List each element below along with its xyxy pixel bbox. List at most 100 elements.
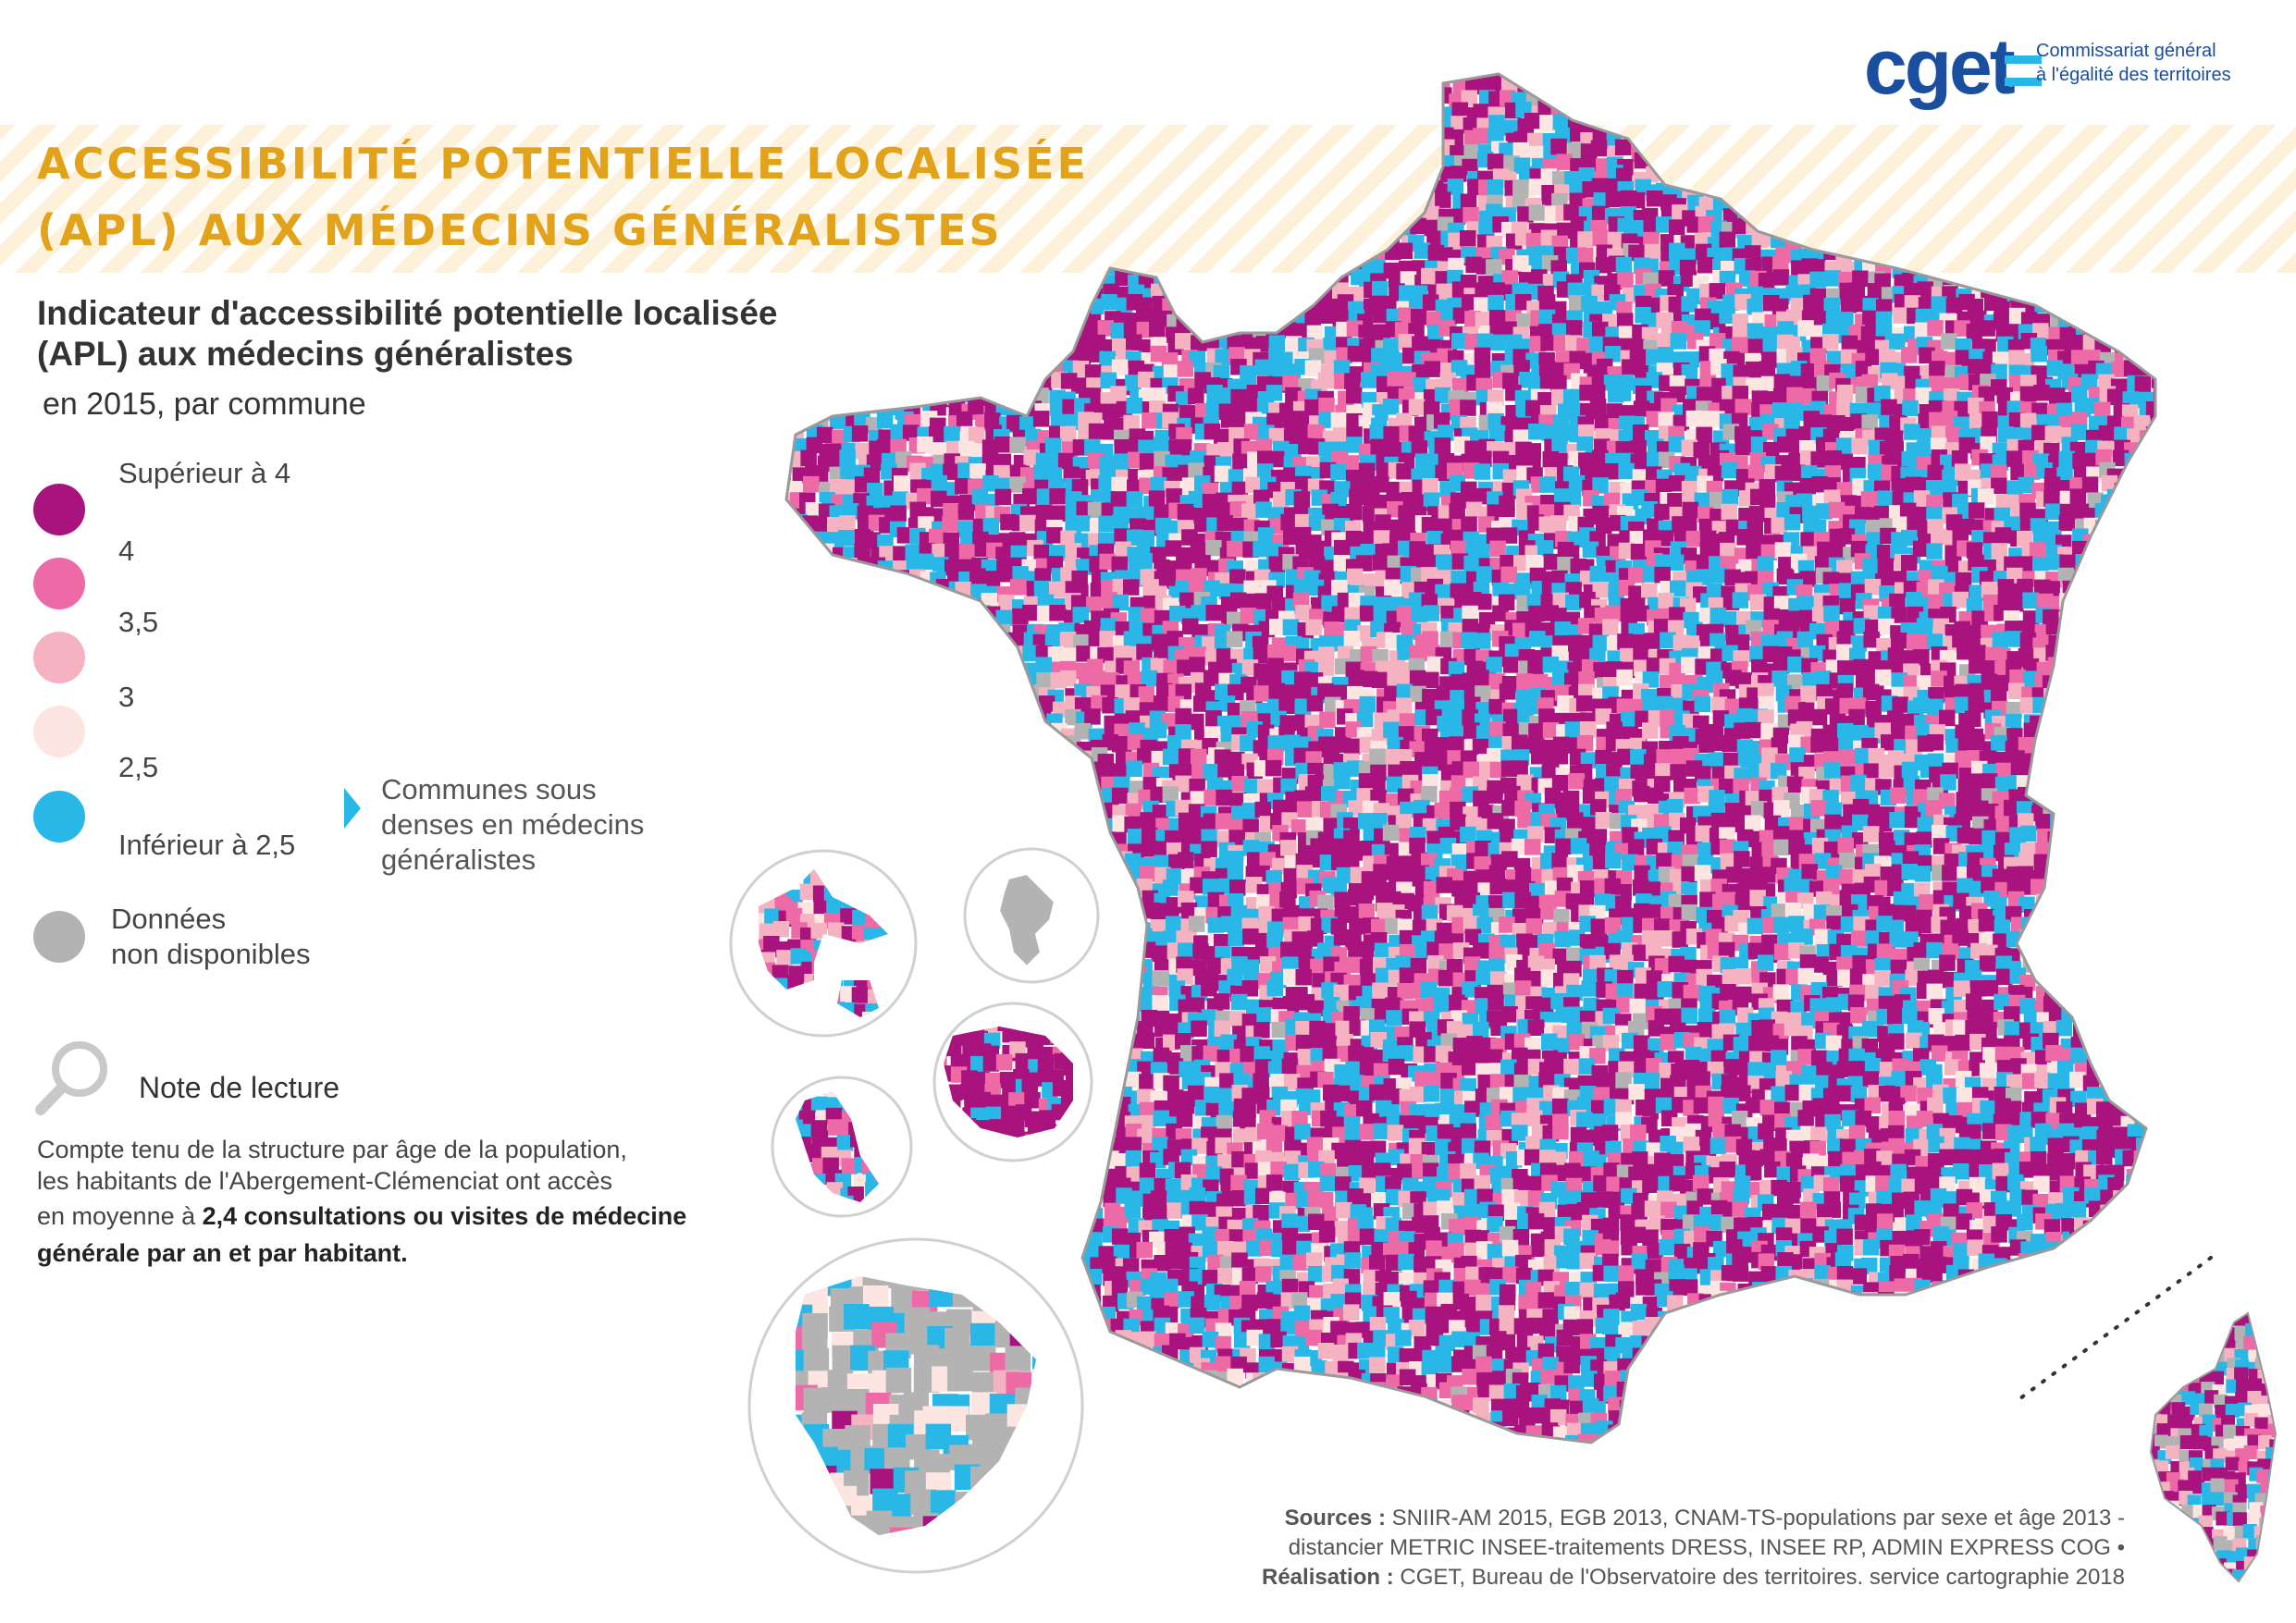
commune-cell	[807, 325, 823, 341]
commune-cell	[1944, 229, 1961, 246]
commune-cell	[996, 360, 1013, 376]
commune-cell	[921, 154, 938, 171]
commune-cell	[920, 610, 937, 627]
commune-cell	[792, 247, 809, 264]
commune-cell	[1958, 119, 1975, 137]
commune-cell	[883, 324, 899, 340]
commune-cell	[1246, 284, 1264, 301]
commune-cell	[1329, 80, 1347, 96]
commune-cell	[1166, 231, 1182, 248]
commune-cell	[840, 624, 857, 641]
commune-cell	[1011, 235, 1029, 252]
commune-cell	[1113, 234, 1129, 252]
commune-cell	[1994, 92, 2010, 108]
commune-cell	[945, 321, 962, 338]
commune-cell	[858, 74, 874, 84]
commune-cell	[986, 141, 1003, 158]
commune-cell	[1266, 269, 1283, 286]
commune-cell	[923, 584, 940, 602]
commune-cell	[1350, 191, 1366, 208]
commune-cell	[858, 77, 875, 93]
commune-cell	[2063, 609, 2080, 625]
commune-cell	[908, 312, 926, 328]
commune-cell	[2127, 74, 2143, 81]
commune-cell	[1155, 91, 1173, 107]
commune-cell	[1330, 258, 1348, 276]
commune-cell	[1581, 295, 1598, 313]
commune-cell	[2056, 244, 2074, 262]
commune-cell	[2138, 320, 2154, 338]
commune-cell	[1167, 181, 1183, 199]
commune-cell	[896, 596, 914, 614]
commune-cell	[1204, 75, 1221, 92]
commune-cell	[1037, 132, 1054, 150]
commune-cell	[858, 89, 874, 106]
commune-cell	[896, 74, 913, 80]
commune-cell	[788, 89, 805, 106]
commune-cell	[1550, 74, 1567, 92]
commune-cell	[2076, 74, 2092, 82]
commune-cell	[1425, 76, 1442, 92]
commune-cell	[1149, 261, 1167, 277]
commune-cell	[955, 125, 972, 142]
commune-cell	[1074, 515, 1091, 532]
commune-cell	[1167, 243, 1184, 260]
commune-cell	[968, 350, 984, 367]
commune-cell	[2068, 334, 2086, 351]
commune-cell	[2008, 244, 2025, 261]
commune-cell	[1033, 256, 1050, 274]
commune-cell	[2010, 271, 2028, 288]
commune-cell	[803, 545, 820, 561]
commune-cell	[799, 287, 816, 303]
commune-cell	[829, 275, 846, 291]
commune-cell	[815, 143, 833, 160]
commune-cell	[1037, 103, 1055, 119]
commune-cell	[994, 436, 1011, 453]
commune-cell	[1203, 309, 1219, 326]
commune-cell	[2095, 103, 2112, 120]
commune-cell	[895, 142, 912, 159]
commune-cell	[1801, 230, 1818, 247]
commune-cell	[884, 180, 901, 198]
commune-cell	[2112, 158, 2129, 176]
commune-cell	[883, 89, 899, 105]
commune-cell	[1165, 79, 1182, 95]
commune-cell	[818, 224, 834, 240]
commune-cell	[2110, 180, 2127, 198]
commune-cell	[1166, 204, 1182, 222]
commune-cell	[1955, 463, 1971, 480]
commune-cell	[2083, 644, 2101, 661]
commune-cell	[1981, 271, 1999, 288]
commune-cell	[839, 259, 856, 276]
commune-cell	[803, 646, 820, 664]
commune-cell	[2160, 127, 2177, 143]
commune-cell	[2165, 166, 2181, 182]
commune-cell	[1828, 86, 1845, 104]
commune-cell	[986, 261, 1004, 277]
commune-cell	[1293, 196, 1310, 214]
commune-cell	[2068, 272, 2085, 289]
commune-cell	[949, 245, 966, 262]
commune-cell	[2072, 132, 2090, 150]
commune-cell	[792, 350, 809, 366]
commune-cell	[1166, 106, 1182, 123]
commune-cell	[1762, 74, 1779, 84]
commune-cell	[890, 195, 907, 212]
commune-cell	[994, 488, 1012, 506]
commune-cell	[1784, 514, 1801, 531]
commune-cell	[1686, 153, 1703, 169]
commune-cell	[959, 325, 976, 341]
commune-cell	[890, 74, 907, 91]
commune-cell	[1556, 154, 1573, 170]
commune-cell	[1608, 116, 1624, 132]
commune-cell	[1981, 180, 1998, 198]
commune-cell	[2062, 157, 2079, 175]
commune-cell	[1775, 164, 1792, 181]
commune-cell	[1226, 248, 1243, 265]
commune-cell	[2135, 476, 2152, 493]
commune-cell	[880, 259, 896, 277]
commune-cell	[869, 143, 886, 160]
commune-cell	[1996, 141, 2013, 157]
commune-cell	[1110, 386, 1127, 402]
commune-cell	[1220, 102, 1238, 118]
